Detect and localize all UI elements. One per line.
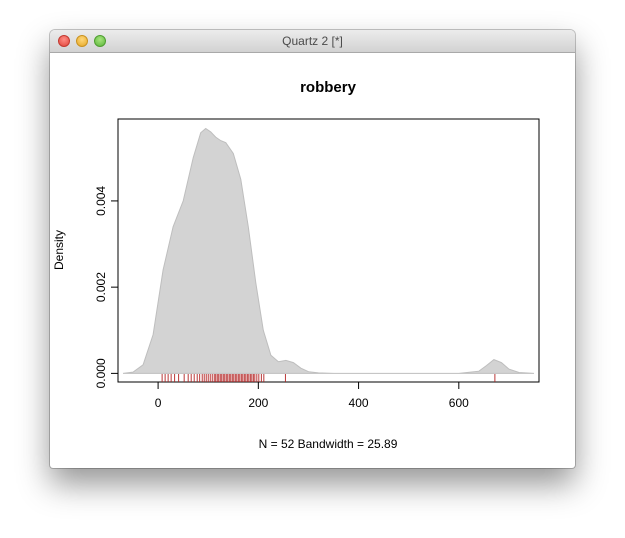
window-titlebar[interactable]: Quartz 2 [*]: [50, 30, 575, 53]
x-tick-label: 600: [449, 396, 469, 410]
rug: [161, 374, 496, 382]
x-axis-label: N = 52 Bandwidth = 25.89: [259, 437, 398, 451]
y-tick-label: 0.004: [94, 186, 108, 216]
x-tick-label: 200: [248, 396, 268, 410]
density-area: [122, 127, 535, 374]
r-graphics-window: Quartz 2 [*] robbery 0 200 400 600 0.000 0.0…: [50, 30, 575, 468]
y-tick-label: 0.002: [94, 272, 108, 302]
y-axis-label: Density: [52, 230, 66, 270]
x-tick-label: 400: [349, 396, 369, 410]
x-axis: 0 200 400 600: [155, 381, 469, 410]
chart-title: robbery: [300, 79, 357, 96]
close-button[interactable]: [58, 35, 70, 47]
zoom-button[interactable]: [94, 35, 106, 47]
minimize-button[interactable]: [76, 35, 88, 47]
window-title: Quartz 2 [*]: [282, 34, 343, 48]
x-tick-label: 0: [155, 396, 162, 410]
y-tick-label: 0.000: [94, 358, 108, 388]
y-axis: 0.000 0.002 0.004: [94, 186, 119, 388]
density-plot: robbery 0 200 400 600 0.000 0.002 0.004 N = 5…: [52, 79, 540, 451]
